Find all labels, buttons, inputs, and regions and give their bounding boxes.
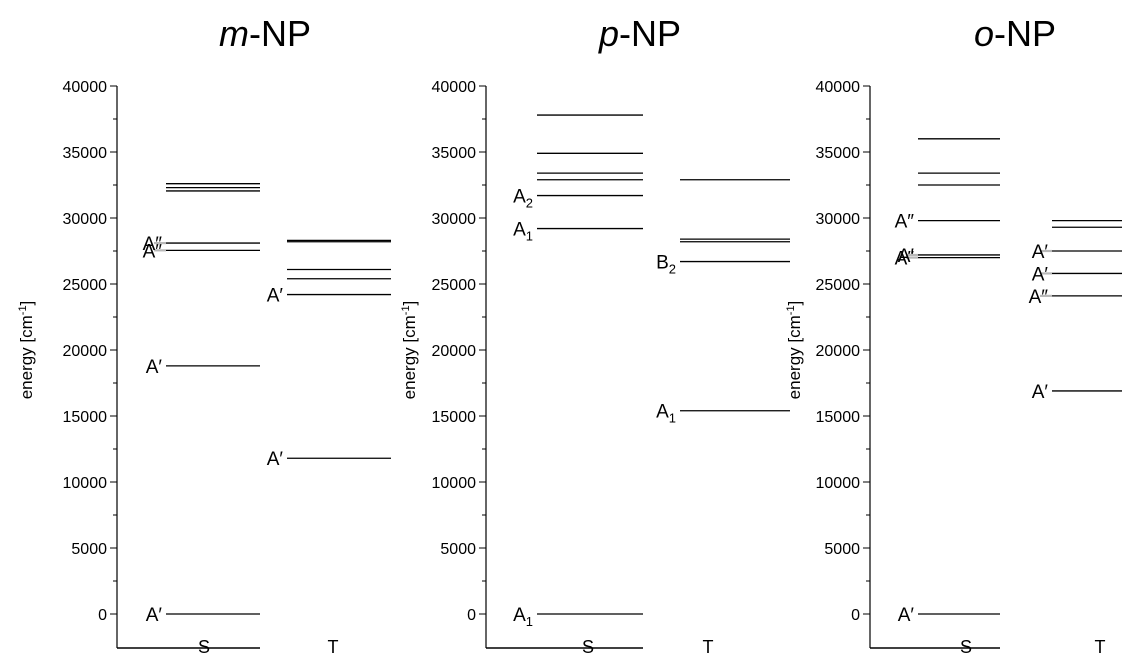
y-tick-label: 0: [98, 607, 107, 624]
chart-title-suffix: -NP: [619, 13, 681, 54]
state-symmetry-label: A′: [1032, 382, 1049, 403]
chart-title: m-NP: [219, 13, 311, 54]
y-tick-label: 35000: [432, 145, 477, 162]
state-symmetry-label: A′: [1032, 264, 1049, 285]
y-tick-label: 30000: [63, 211, 108, 228]
y-tick-label: 25000: [816, 277, 861, 294]
x-category-label: T: [1095, 637, 1106, 657]
x-category-label: T: [328, 637, 339, 657]
state-symmetry-label: A′: [898, 246, 915, 267]
chart-panel: p-NP 0 5000 10000 15000 20000 25000 30000 35000 4…: [400, 13, 790, 657]
y-tick-label: 5000: [71, 541, 107, 558]
chart-panel: o-NP 0 5000 10000 15000 20000 25000 30000 35000 4…: [785, 13, 1122, 657]
y-tick-label: 40000: [432, 79, 477, 96]
state-symmetry-label: A′: [267, 449, 284, 470]
chart-panel: m-NP 0 5000 10000 15000 20000 25000 30000 35000 4…: [17, 13, 391, 657]
y-axis-label: energy [cm-1]: [785, 301, 804, 400]
state-symmetry-label: A″: [895, 212, 915, 233]
state-symmetry-label: A1: [513, 605, 533, 629]
y-tick-label: 35000: [816, 145, 861, 162]
x-category-label: S: [582, 637, 594, 657]
y-tick-label: 15000: [63, 409, 108, 426]
x-category-label: T: [703, 637, 714, 657]
y-tick-label: 40000: [816, 79, 861, 96]
state-symmetry-label: A′: [146, 605, 163, 626]
y-axis-label: energy [cm-1]: [17, 301, 36, 400]
y-tick-label: 25000: [432, 277, 477, 294]
state-symmetry-label: A′: [898, 605, 915, 626]
y-tick-label: 40000: [63, 79, 108, 96]
y-tick-label: 20000: [63, 343, 108, 360]
chart-title: o-NP: [974, 13, 1056, 54]
state-symmetry-label: A″: [1029, 287, 1049, 308]
y-tick-label: 10000: [63, 475, 108, 492]
chart-title-prefix: p: [598, 13, 619, 54]
state-symmetry-label: B2: [656, 253, 676, 277]
state-symmetry-label: A′: [1032, 242, 1049, 263]
y-tick-label: 15000: [816, 409, 861, 426]
state-symmetry-label: A1: [513, 220, 533, 244]
y-tick-label: 20000: [816, 343, 861, 360]
state-symmetry-label: A2: [513, 187, 533, 211]
y-tick-label: 25000: [63, 277, 108, 294]
state-symmetry-label: A′: [146, 357, 163, 378]
state-symmetry-label: A′: [267, 286, 284, 307]
chart-title: p-NP: [598, 13, 681, 54]
y-tick-label: 35000: [63, 145, 108, 162]
y-tick-label: 30000: [432, 211, 477, 228]
chart-title-suffix: -NP: [994, 13, 1056, 54]
x-category-label: S: [198, 637, 210, 657]
y-tick-label: 0: [851, 607, 860, 624]
state-symmetry-label: A1: [656, 402, 676, 426]
y-tick-label: 10000: [816, 475, 861, 492]
x-category-label: S: [960, 637, 972, 657]
y-tick-label: 15000: [432, 409, 477, 426]
chart-title-prefix: o: [974, 13, 994, 54]
state-symmetry-label: A″: [895, 249, 915, 270]
y-tick-label: 5000: [824, 541, 860, 558]
chart-title-prefix: m: [219, 13, 249, 54]
y-tick-label: 10000: [432, 475, 477, 492]
state-symmetry-label: A″: [143, 241, 163, 262]
y-tick-label: 0: [467, 607, 476, 624]
y-tick-label: 5000: [440, 541, 476, 558]
chart-title-suffix: -NP: [249, 13, 311, 54]
y-axis-label: energy [cm-1]: [400, 301, 419, 400]
y-tick-label: 30000: [816, 211, 861, 228]
y-tick-label: 20000: [432, 343, 477, 360]
state-symmetry-label: A″: [143, 234, 163, 255]
